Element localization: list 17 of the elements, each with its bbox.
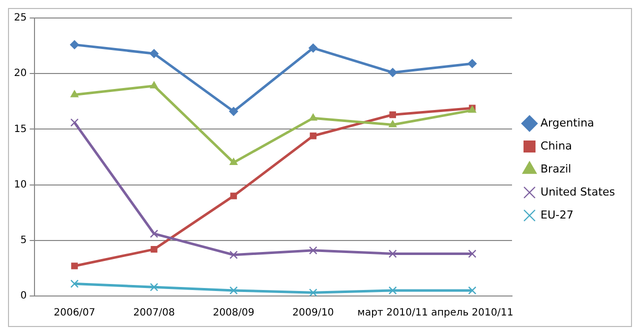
y-tick-label: 0 <box>20 290 27 302</box>
y-tick-label: 25 <box>14 12 27 24</box>
legend-label: Argentina <box>540 116 594 130</box>
y-tick-label: 10 <box>14 179 27 190</box>
y-tick-label: 15 <box>14 124 27 135</box>
legend-label: China <box>540 139 572 152</box>
y-tick-label: 20 <box>14 68 27 80</box>
x-tick-label: 2006/07 <box>54 308 96 319</box>
y-tick-label: 5 <box>20 234 27 246</box>
x-tick-label: март 2010/11 <box>357 308 428 319</box>
x-tick-label: 2007/08 <box>133 308 175 319</box>
legend-label: United States <box>540 185 616 198</box>
x-tick-label: апрель 2010/11 <box>431 308 514 319</box>
legend-label: EU-27 <box>540 208 574 222</box>
x-tick-label: 2009/10 <box>292 308 334 319</box>
legend-label: Brazil <box>540 162 572 176</box>
x-tick-label: 2008/09 <box>212 308 254 319</box>
